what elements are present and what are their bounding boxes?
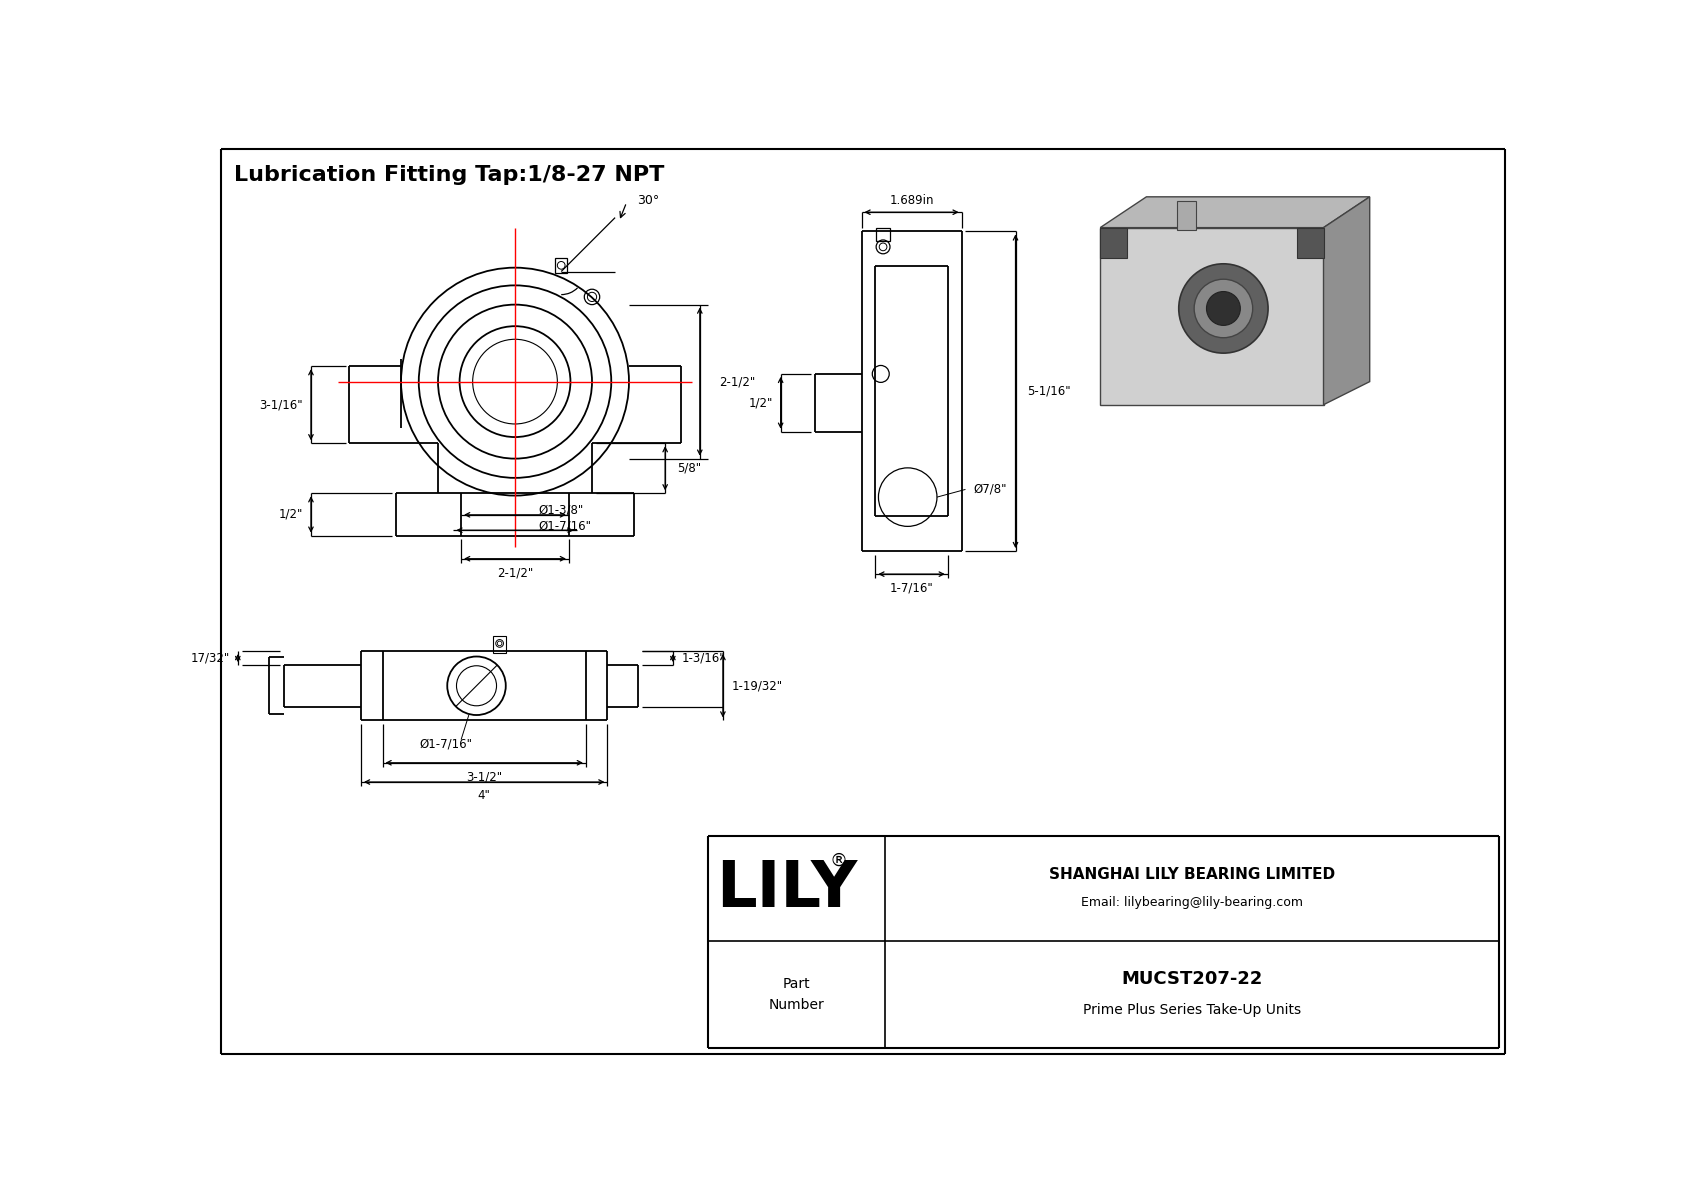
Text: Part
Number: Part Number bbox=[768, 978, 823, 1012]
Text: 1/2": 1/2" bbox=[749, 397, 773, 410]
Text: Lubrication Fitting Tap:1/8-27 NPT: Lubrication Fitting Tap:1/8-27 NPT bbox=[234, 166, 663, 186]
Text: 30°: 30° bbox=[637, 194, 658, 207]
Text: 5/8": 5/8" bbox=[677, 462, 701, 475]
Circle shape bbox=[1206, 292, 1241, 325]
Bar bbox=[556, 257, 568, 273]
Text: Prime Plus Series Take-Up Units: Prime Plus Series Take-Up Units bbox=[1083, 1003, 1302, 1017]
Text: Ø7/8": Ø7/8" bbox=[973, 482, 1007, 495]
Text: SHANGHAI LILY BEARING LIMITED: SHANGHAI LILY BEARING LIMITED bbox=[1049, 867, 1335, 883]
Text: Ø1-7/16": Ø1-7/16" bbox=[539, 519, 591, 532]
Polygon shape bbox=[1100, 227, 1127, 258]
Text: 2-1/2": 2-1/2" bbox=[719, 375, 756, 388]
Bar bbox=[876, 227, 891, 242]
Polygon shape bbox=[1324, 197, 1369, 405]
Text: ®: ® bbox=[830, 852, 847, 869]
Polygon shape bbox=[1297, 227, 1324, 258]
Text: 1-3/16": 1-3/16" bbox=[682, 651, 726, 665]
Polygon shape bbox=[1100, 227, 1324, 405]
Text: 3-1/16": 3-1/16" bbox=[259, 398, 303, 411]
Polygon shape bbox=[1100, 197, 1369, 227]
Text: 2-1/2": 2-1/2" bbox=[497, 566, 534, 579]
Text: Email: lilybearing@lily-bearing.com: Email: lilybearing@lily-bearing.com bbox=[1081, 896, 1303, 909]
Text: 1-7/16": 1-7/16" bbox=[889, 581, 933, 594]
Circle shape bbox=[1194, 279, 1253, 338]
Bar bbox=[493, 636, 505, 653]
Circle shape bbox=[1179, 264, 1268, 353]
Text: 1.689in: 1.689in bbox=[889, 194, 935, 207]
Text: 3-1/2": 3-1/2" bbox=[466, 771, 502, 784]
Text: 1/2": 1/2" bbox=[280, 507, 303, 520]
Text: 1-19/32": 1-19/32" bbox=[733, 679, 783, 692]
Text: 4": 4" bbox=[478, 790, 490, 803]
Text: 5-1/16": 5-1/16" bbox=[1027, 385, 1071, 398]
Text: 17/32": 17/32" bbox=[190, 651, 231, 665]
Text: Ø1-3/8": Ø1-3/8" bbox=[539, 504, 583, 517]
Text: MUCST207-22: MUCST207-22 bbox=[1122, 971, 1263, 989]
Bar bbox=[1177, 200, 1196, 230]
Text: LILY: LILY bbox=[716, 858, 857, 919]
Text: Ø1-7/16": Ø1-7/16" bbox=[419, 737, 472, 750]
